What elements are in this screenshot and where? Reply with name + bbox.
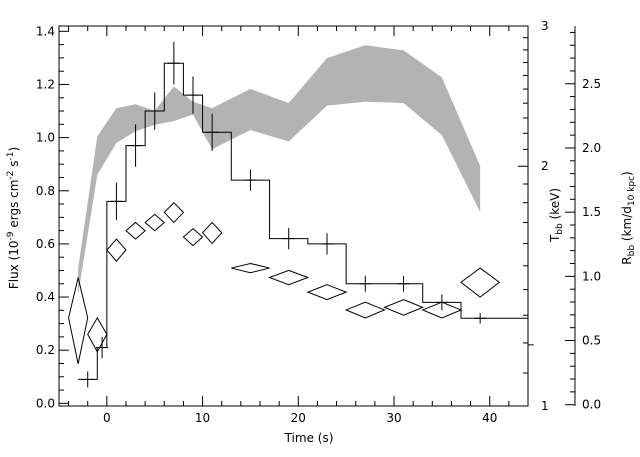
x-tick-label: 10 (195, 411, 210, 425)
flux-tick-label: 1.4 (36, 24, 55, 38)
rbb-ticks: 0.0 0.5 1.0 1.5 2.0 2.5 (565, 31, 601, 412)
temperature-diamond (231, 262, 270, 274)
flux-ticks: 0.0 0.2 0.4 0.6 0.8 1.0 1.2 1.4 (36, 24, 69, 410)
rbb-tick-label: 0.0 (582, 398, 601, 412)
temperature-diamond (421, 301, 463, 319)
temperature-diamond (106, 238, 127, 262)
tbb-ticks: 1 2 3 (518, 19, 549, 413)
flux-axis-title: Flux (10-9 ergs cm-2 s-1) (6, 147, 21, 289)
flux-tick-label: 1.2 (36, 77, 55, 91)
flux-tick-label: 0.8 (36, 184, 55, 198)
tbb-tick-label: 2 (541, 159, 549, 173)
temperature-diamond (306, 284, 348, 301)
rbb-tick-label: 1.5 (582, 205, 601, 219)
rbb-tick-label: 2.5 (582, 77, 601, 91)
x-tick-label: 0 (103, 411, 111, 425)
rbb-axis-title: Rbb (km/d10 kpc) (620, 171, 637, 264)
x-tick-label: 30 (386, 411, 401, 425)
flux-tick-label: 0.2 (36, 343, 55, 357)
rbb-tick-label: 2.0 (582, 141, 601, 155)
temperature-diamond (144, 213, 166, 232)
flux-tick-label: 0.6 (36, 237, 55, 251)
x-tick-label: 40 (482, 411, 497, 425)
flux-tick-label: 1.0 (36, 131, 55, 145)
temperature-diamond (344, 301, 386, 319)
radius-band-layer (78, 45, 481, 295)
temperature-diamond (383, 299, 425, 316)
flux-histogram-line (78, 62, 534, 380)
rbb-tick-label: 1.0 (582, 269, 601, 283)
x-ticks: 0 10 20 30 40 (68, 26, 529, 425)
flux-histogram-layer (78, 41, 534, 388)
tbb-tick-label: 1 (541, 399, 549, 413)
flux-tick-label: 0.4 (36, 290, 55, 304)
tbb-tick-label: 3 (541, 19, 549, 33)
temperature-diamond (460, 267, 501, 298)
temperature-diamond-layer (68, 201, 501, 364)
rbb-tick-label: 0.5 (582, 334, 601, 348)
x-tick-label: 20 (291, 411, 306, 425)
temperature-diamond (201, 221, 223, 245)
plot-frame (58, 25, 529, 407)
temperature-diamond (163, 201, 185, 224)
temperature-diamond (268, 269, 310, 286)
radius-band (78, 45, 481, 295)
tbb-axis-title: Tbb (keV) (548, 188, 565, 243)
axes-layer: 0 10 20 30 40 0.0 0.2 0.4 0.6 0.8 1.0 1.2 1.4 1 2 3 0… (36, 19, 601, 425)
temperature-diamond (182, 227, 204, 247)
temperature-diamond (68, 277, 89, 364)
temperature-diamond (125, 221, 146, 240)
temperature-diamond (87, 316, 108, 353)
flux-tick-label: 0.0 (36, 396, 55, 410)
x-axis-title: Time (s) (284, 431, 334, 445)
